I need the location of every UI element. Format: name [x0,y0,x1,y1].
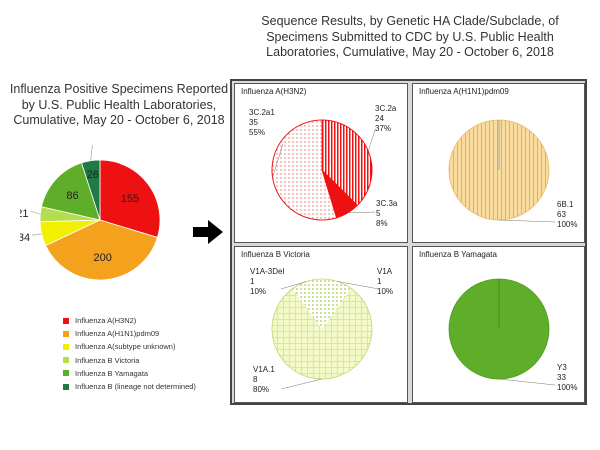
data-label-influenza-a-h3n2: 155 [121,193,139,205]
label-y3: Y3 33 100% [557,363,578,392]
leader-v1a-1 [280,378,323,390]
panel-h3n2: Influenza A(H3N2) 3C.2a 24 37% 3C.3a 5 8% 3C… [234,83,408,243]
label-3c2a1: 3C.2a1 35 55% [249,108,275,137]
leader-y3 [498,378,556,386]
leader-v1a [337,281,380,290]
slice-influenza-a-h3n2 [99,159,161,238]
leader-6b-1 [498,219,556,223]
slice-influenza-a-h1n1-pdm09 [45,219,158,281]
legend-swatch [63,370,69,377]
legend: Influenza A(H3N2) Influenza A(H1N1)pdm09 I… [63,314,238,393]
legend-item-influenza-a-h3n2: Influenza A(H3N2) [63,314,238,327]
legend-item-influenza-b-yamagata: Influenza B Yamagata [63,367,238,380]
leader-influenza-b-victoria [30,210,41,215]
data-label-influenza-a-subtype-unknown: 34 [20,232,30,244]
legend-swatch [63,357,69,364]
yamagata-pie-svg [448,278,556,386]
legend-item-influenza-a-subtype-unknown: Influenza A(subtype unknown) [63,340,238,353]
legend-item-influenza-b-lineage-not-determined: Influenza B (lineage not determined) [63,380,238,393]
data-label-influenza-b-yamagata: 86 [66,190,78,202]
legend-label: Influenza A(H3N2) [75,316,137,326]
legend-label: Influenza B (lineage not determined) [75,382,196,392]
legend-label: Influenza A(subtype unknown) [75,342,176,352]
main-pie-chart: 155 200 34 21 86 26 [20,144,161,281]
label-v1a1: V1A.1 8 80% [253,365,275,394]
slice-v1a-1 [272,288,372,379]
legend-swatch [63,330,69,337]
clade-panels-grid: Influenza A(H3N2) 3C.2a 24 37% 3C.3a 5 8% 3C… [230,79,587,405]
data-label-influenza-b-victoria: 21 [20,208,28,220]
label-3c3a: 3C.3a 5 8% [376,199,398,228]
leader-influenza-b-lineage-not-determined [90,144,93,161]
panel-h1n1: Influenza A(H1N1)pdm09 6B.1 63 100% [412,83,585,243]
label-v1a-3del: V1A-3Del 1 10% [250,267,285,296]
right-chart-title: Sequence Results, by Genetic HA Clade/Su… [261,14,559,60]
leader-influenza-a-subtype-unknown [31,233,42,236]
h3n2-pie-svg [271,119,376,221]
slice-influenza-b-yamagata [41,162,101,221]
legend-swatch [63,343,69,350]
leader-3c-2a [367,129,376,151]
legend-label: Influenza A(H1N1)pdm09 [75,329,160,339]
h1n1-pie-svg [448,119,556,223]
legend-item-influenza-a-h1n1-pdm09: Influenza A(H1N1)pdm09 [63,327,238,340]
panel-title-h1n1: Influenza A(H1N1)pdm09 [419,87,509,96]
legend-label: Influenza B Yamagata [75,368,149,378]
legend-item-influenza-b-victoria: Influenza B Victoria [63,354,238,367]
panel-title-b-yamagata: Influenza B Yamagata [419,250,497,259]
data-label-influenza-b-lineage-not-determined: 26 [87,169,99,181]
pie-outline [271,119,373,221]
legend-swatch [63,383,69,390]
victoria-pie-svg [271,278,380,390]
legend-swatch [63,317,69,324]
data-label-influenza-a-h1n1-pdm09: 200 [94,252,112,264]
leader-3c-2a1 [272,143,284,178]
label-v1a: V1A 1 10% [377,267,394,296]
left-chart-title: Influenza Positive Specimens Reported by… [9,82,229,128]
panel-title-b-victoria: Influenza B Victoria [241,250,310,259]
panel-b-victoria: Influenza B Victoria V1A 1 10% V1A.1 8 80% V… [234,246,408,403]
label-6b1: 6B.1 63 100% [557,200,578,229]
right-arrow-icon [193,220,223,244]
leader-3c-3a [347,211,376,214]
panel-b-yamagata: Influenza B Yamagata Y3 33 100% [412,246,585,403]
leader-v1a-3del [280,281,307,290]
legend-label: Influenza B Victoria [75,355,140,365]
slice-v1a-3del [292,279,322,329]
label-3c2a: 3C.2a 24 37% [375,104,397,133]
panel-title-h3n2: Influenza A(H3N2) [241,87,307,96]
slice-v1a [322,279,352,329]
